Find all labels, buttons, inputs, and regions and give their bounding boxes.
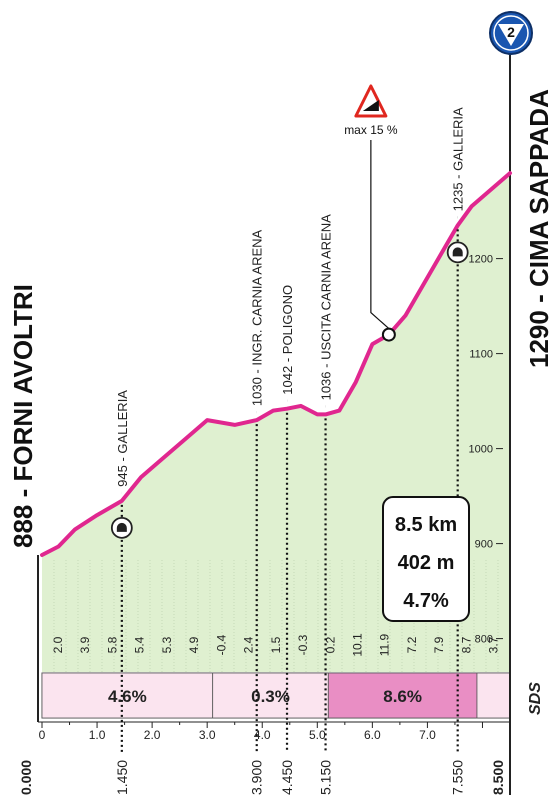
tunnel-icon-glyph (452, 247, 463, 257)
segment-gradient-label: 10.1 (351, 633, 365, 657)
segment-gradient-label: 2.0 (51, 636, 65, 653)
summary-average: 4.7% (403, 590, 449, 612)
gradient-band-label: 8.6% (383, 687, 422, 706)
finish-badge-number: 2 (507, 24, 515, 40)
elevation-tick-label: 800 (475, 634, 493, 646)
segment-gradient-label: 4.9 (187, 636, 201, 653)
waypoint-label: 1030 - INGR. CARNIA ARENA (250, 229, 265, 406)
segment-gradient-label: 1.5 (269, 636, 283, 653)
finish-badge-ring (493, 15, 529, 51)
summary-box (382, 496, 470, 622)
tunnel-icon-glyph (116, 522, 127, 532)
x-tick-label: 4.0 (254, 728, 271, 742)
waypoint-km-label: 7.550 (450, 760, 466, 795)
finish-badge-triangle (498, 24, 524, 46)
waypoint-km-label: 5.150 (318, 760, 334, 795)
finish-label: 1290 - CIMA SAPPADA (524, 89, 554, 368)
brand-logo: SDS (527, 682, 544, 715)
waypoint-label: 1042 - POLIGONO (280, 285, 295, 395)
steep-warning-icon (354, 84, 388, 118)
x-tick-label: 3.0 (199, 728, 216, 742)
max-gradient-point (381, 327, 396, 342)
start-label: 888 - FORNI AVOLTRI (8, 284, 38, 548)
segment-gradient-label: 7.9 (432, 636, 446, 653)
summary-distance: 8.5 km (395, 514, 457, 536)
waypoint-km-label: 4.450 (279, 760, 295, 795)
gradient-band (327, 672, 478, 719)
gradient-band-label: 0.3% (251, 687, 290, 706)
segment-gradient-label: 3.7 (487, 636, 501, 653)
segment-gradient-label: 0.2 (323, 636, 337, 653)
max-gradient-leader (370, 140, 390, 330)
segment-gradient-label: 5.4 (133, 636, 147, 653)
gradient-band (476, 672, 511, 719)
start-km-label: 0.000 (18, 760, 34, 795)
gradient-band-label: 4.6% (108, 687, 147, 706)
finish-km-label: 8.500 (490, 760, 506, 795)
segment-gradient-label: 2.4 (242, 636, 256, 653)
summary-climb: 402 m (398, 552, 455, 574)
waypoint-label: 945 - GALLERIA (115, 390, 130, 487)
profile-line (40, 171, 512, 557)
x-tick-label: 2.0 (144, 728, 161, 742)
x-tick-label: 5.0 (309, 728, 326, 742)
x-tick-label: 0 (39, 728, 46, 742)
segment-gradient-label: 5.3 (160, 636, 174, 653)
elevation-tick-label: 1100 (469, 349, 493, 361)
elevation-tick-label: 1000 (469, 444, 493, 456)
gradient-band (41, 672, 214, 719)
elevation-tick-label: 900 (475, 539, 493, 551)
x-tick-label: 6.0 (364, 728, 381, 742)
gradient-band (212, 672, 329, 719)
segment-gradient-label: -0.3 (296, 634, 310, 655)
waypoint-km-label: 3.900 (249, 760, 265, 795)
waypoint-label: 1036 - USCITA CARNIA ARENA (319, 214, 334, 400)
segment-gradient-label: 5.8 (105, 636, 119, 653)
segment-gradient-label: 8.7 (459, 636, 473, 653)
max-gradient-label: max 15 % (344, 123, 398, 137)
steep-warning-glyph (362, 100, 379, 111)
segment-gradient-label: 3.9 (78, 636, 92, 653)
waypoint-label: 1235 - GALLERIA (451, 107, 466, 211)
segment-gradient-label: 11.9 (378, 633, 392, 656)
segment-gradient-label: -0.4 (214, 634, 228, 655)
x-tick-label: 7.0 (419, 728, 436, 742)
x-tick-label: 1.0 (89, 728, 106, 742)
waypoint-km-label: 1.450 (114, 760, 130, 795)
elevation-tick-label: 1200 (469, 254, 493, 266)
segment-gradient-label: 7.2 (405, 636, 419, 653)
